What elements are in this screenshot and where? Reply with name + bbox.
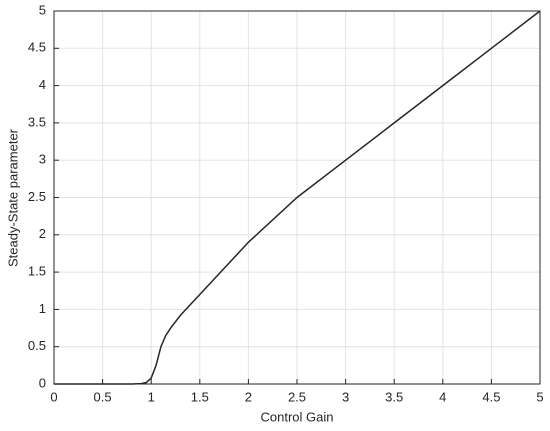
x-tick-label: 3.5 xyxy=(385,389,403,404)
x-axis-label: Control Gain xyxy=(261,409,334,424)
x-tick-label: 4.5 xyxy=(482,389,500,404)
y-axis-label: Steady-State parameter xyxy=(5,128,20,267)
y-tick-label: 5 xyxy=(39,2,46,17)
plot-frame xyxy=(53,10,541,385)
y-tick-label: 0.5 xyxy=(28,338,46,353)
y-tick-label: 1 xyxy=(39,301,46,316)
x-tick-label: 0.5 xyxy=(94,389,112,404)
x-tick-label: 1.5 xyxy=(191,389,209,404)
x-tick-label: 0 xyxy=(50,389,57,404)
y-tick-label: 3.5 xyxy=(28,114,46,129)
data-line xyxy=(54,10,541,385)
y-tick-label: 1.5 xyxy=(28,264,46,279)
x-tick-label: 5 xyxy=(536,389,543,404)
y-tick-label: 2.5 xyxy=(28,189,46,204)
y-tick-label: 0 xyxy=(39,375,46,390)
y-tick-label: 4 xyxy=(39,77,46,92)
y-tick-label: 2 xyxy=(39,226,46,241)
x-tick-label: 3 xyxy=(342,389,349,404)
x-tick-label: 2 xyxy=(245,389,252,404)
y-tick-label: 3 xyxy=(39,152,46,167)
x-tick-label: 4 xyxy=(439,389,446,404)
y-tick-label: 4.5 xyxy=(28,40,46,55)
x-tick-label: 2.5 xyxy=(288,389,306,404)
x-tick-label: 1 xyxy=(148,389,155,404)
